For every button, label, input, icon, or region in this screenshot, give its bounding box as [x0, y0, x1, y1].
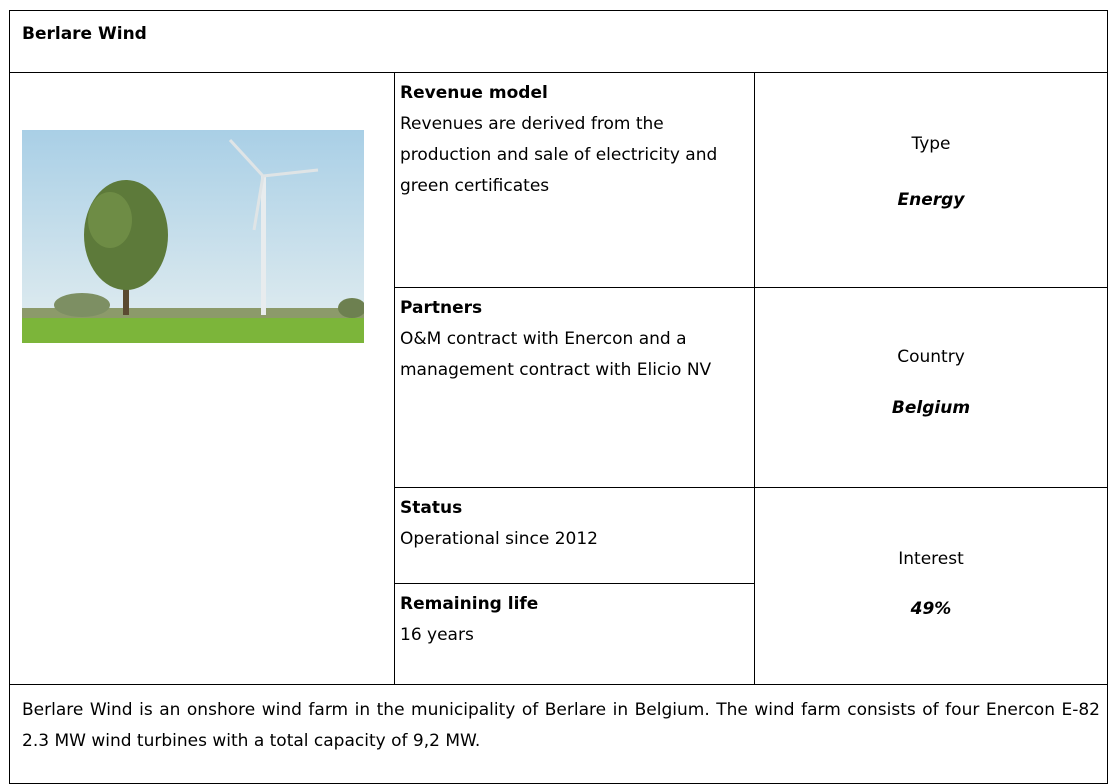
status-cell: Status Operational since 2012	[394, 487, 755, 584]
status-text: Operational since 2012	[400, 529, 598, 549]
country-cell: Country Belgium	[754, 287, 1108, 488]
partners-text: O&M contract with Enercon and a manageme…	[400, 329, 712, 380]
country-label: Country	[897, 347, 965, 367]
revenue-text: Revenues are derived from the production…	[400, 114, 718, 196]
interest-value: 49%	[910, 599, 952, 619]
type-value: Energy	[897, 190, 965, 210]
revenue-cell: Revenue model Revenues are derived from …	[394, 72, 755, 288]
type-label: Type	[911, 134, 951, 154]
description: Berlare Wind is an onshore wind farm in …	[22, 700, 1100, 751]
interest-cell: Interest 49%	[754, 487, 1108, 685]
wind-turbine-photo	[22, 130, 364, 343]
remaining-life-cell: Remaining life 16 years	[394, 583, 755, 685]
remaining-life-text: 16 years	[400, 625, 474, 645]
interest-label: Interest	[898, 549, 964, 569]
description-cell: Berlare Wind is an onshore wind farm in …	[9, 684, 1108, 784]
remaining-life-label: Remaining life	[400, 594, 539, 614]
partners-cell: Partners O&M contract with Enercon and a…	[394, 287, 755, 488]
title-cell: Berlare Wind	[9, 10, 1108, 73]
partners-label: Partners	[400, 298, 483, 318]
revenue-label: Revenue model	[400, 83, 548, 103]
status-label: Status	[400, 498, 463, 518]
title: Berlare Wind	[22, 24, 147, 44]
image-cell	[9, 72, 395, 685]
type-cell: Type Energy	[754, 72, 1108, 288]
country-value: Belgium	[891, 398, 971, 418]
